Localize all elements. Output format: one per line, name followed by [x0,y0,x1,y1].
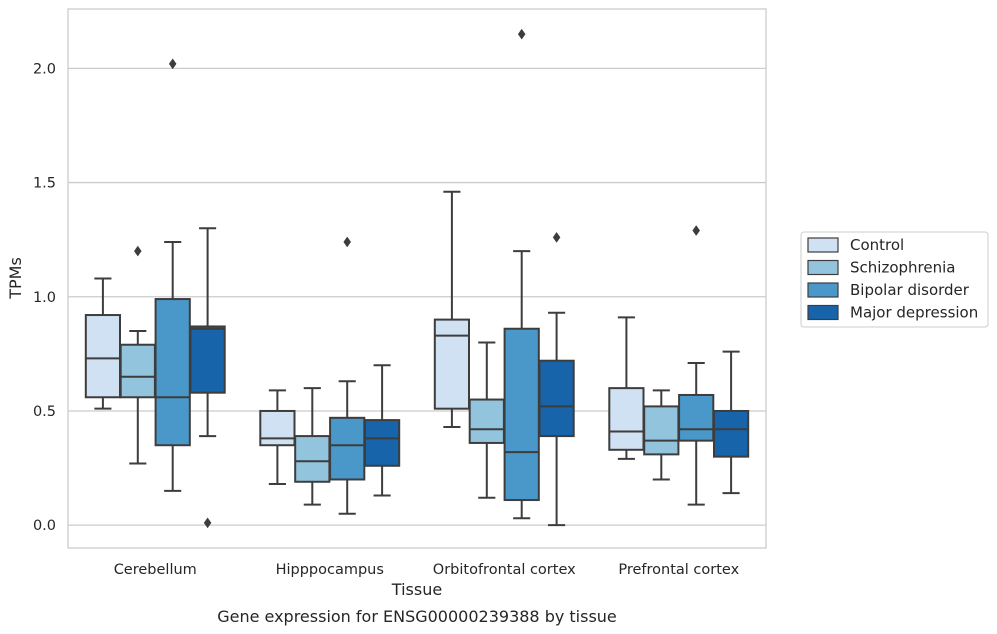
box-body [189,325,226,394]
legend-items: Control Schizophrenia Bipolar disorder Majo… [807,236,978,322]
legend-swatch [807,237,839,253]
box-bipolar-disorder [678,225,715,506]
legend: Control Schizophrenia Bipolar disorder Majo… [800,231,989,328]
box-schizophrenia [643,389,680,481]
legend-swatch [807,259,839,276]
y-tick-label: 0.5 [33,404,56,420]
box-body [538,359,575,438]
chart-caption: Gene expression for ENSG00000239388 by t… [217,607,617,626]
outlier-point [552,231,561,243]
box-body [294,435,331,483]
outlier-point [168,58,177,70]
box-body [119,343,156,399]
y-axis-title: TPMs [6,257,25,300]
box-body [643,405,680,456]
box-schizophrenia [119,245,156,465]
box-body [84,314,122,399]
x-tick-label: Hipppocampus [276,562,384,578]
box-bipolar-disorder [503,28,540,520]
legend-swatch [807,282,839,298]
box-major-depression [538,231,575,527]
outlier-point [343,236,352,248]
x-axis-title: Tissue [391,580,442,599]
x-tick-label: Prefrontal cortex [618,562,739,578]
outlier-point [692,225,701,236]
legend-frame [800,231,989,328]
box-control [259,389,296,486]
y-tick-label: 2.0 [33,61,56,77]
box-body [608,387,645,451]
box-body [259,409,296,447]
box-control [84,277,122,410]
box-body [433,318,471,410]
box-major-depression [189,227,226,529]
box-major-depression [363,364,401,497]
box-body [154,298,191,447]
box-body [678,393,715,442]
box-body [712,409,750,458]
box-control [433,190,471,428]
box-schizophrenia [294,387,331,506]
box-groups [84,28,750,529]
box-body [503,327,540,502]
y-tick-label: 0.0 [33,518,56,534]
outlier-point [203,517,212,529]
legend-label: Bipolar disorder [850,281,970,299]
x-tick-label: Orbitofrontal cortex [433,562,576,578]
box-schizophrenia [468,341,505,499]
box-major-depression [712,350,750,495]
outlier-point [517,28,526,40]
y-tick-label: 1.0 [33,290,56,306]
legend-label: Schizophrenia [850,259,955,277]
box-bipolar-disorder [329,236,366,515]
box-body [468,398,505,444]
plot-frame [67,8,767,549]
legend-label: Control [850,236,904,254]
y-tick-label: 1.5 [33,176,56,192]
outlier-point [133,245,142,257]
x-tick-labels: Cerebellum Hipppocampus Orbitofrontal cort… [114,562,740,578]
legend-swatch [807,304,839,321]
box-body [329,416,366,481]
legend-label: Major depression [850,304,978,322]
x-tick-label: Cerebellum [114,562,197,578]
y-tick-labels: 0.0 0.5 1.0 1.5 2.0 [33,61,56,534]
box-body [363,419,401,467]
box-control [608,316,645,460]
box-bipolar-disorder [154,58,191,492]
